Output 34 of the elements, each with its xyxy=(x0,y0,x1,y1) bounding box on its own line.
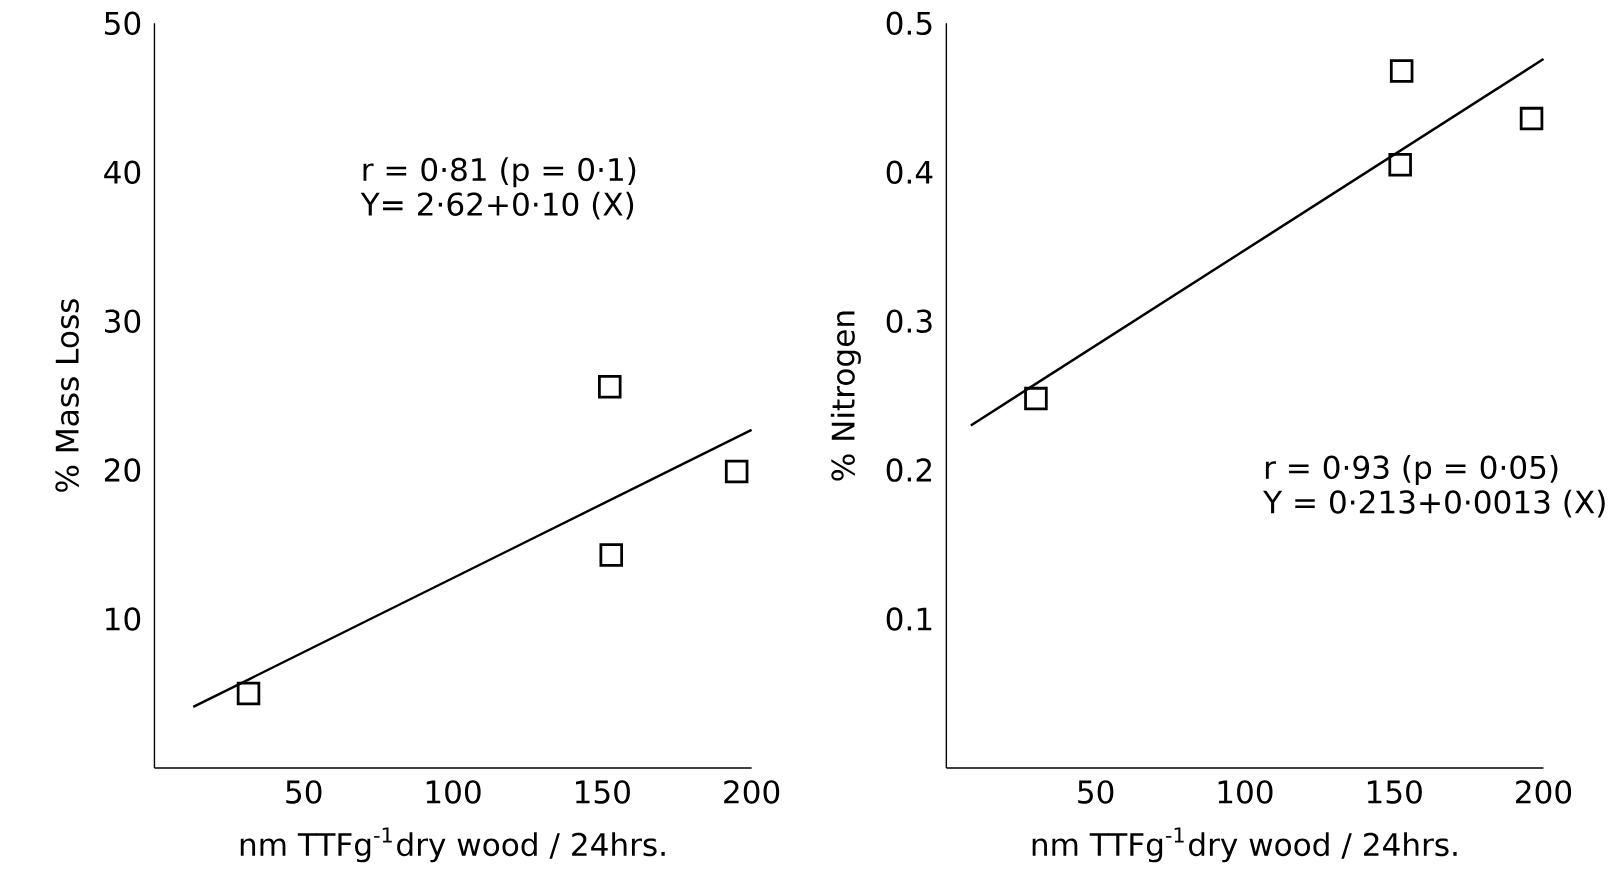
point xyxy=(724,459,749,484)
x-tick-label: 50 xyxy=(1078,780,1114,804)
x-tick-label: 150 xyxy=(1367,780,1422,804)
y-axis-title: % Nitrogen xyxy=(830,311,861,481)
x-axis-title: nm TTFg$^{-1}$dry wood / 24hrs. xyxy=(1032,827,1457,863)
x-tick-label: 100 xyxy=(426,780,481,804)
x-tick-label: 100 xyxy=(1218,780,1273,804)
y-tick-label: 10 xyxy=(106,607,141,631)
y-tick-label: 50 xyxy=(105,11,141,36)
point xyxy=(1024,386,1048,411)
x-tick-label: 150 xyxy=(576,780,630,804)
point xyxy=(599,543,624,567)
annotation: Y = 0·213+0·0013 (X) xyxy=(1263,489,1605,518)
x-tick-label: 50 xyxy=(286,780,322,804)
y-tick-label: 40 xyxy=(104,160,141,185)
point xyxy=(1388,153,1412,177)
y-tick-label: 0.1 xyxy=(886,607,932,631)
annotation: r = 0·81 (p = 0·1) xyxy=(363,157,636,188)
annotation: r = 0·93 (p = 0·05) xyxy=(1265,455,1558,486)
y-tick-label: 0.4 xyxy=(886,160,933,185)
annotation: Y= 2·62+0·10 (X) xyxy=(360,191,634,220)
x-axis-title: nm TTFg$^{-1}$dry wood / 24hrs. xyxy=(240,827,665,863)
y-tick-label: 0.5 xyxy=(886,11,932,36)
y-tick-label: 0.3 xyxy=(886,309,932,334)
point xyxy=(1519,106,1544,131)
y-tick-label: 30 xyxy=(105,309,141,334)
y-axis-title: % Mass Loss xyxy=(55,299,79,492)
x-tick-label: 200 xyxy=(1516,780,1572,804)
point xyxy=(236,681,261,706)
point xyxy=(1389,59,1414,83)
y-tick-label: 0.2 xyxy=(886,458,932,482)
point xyxy=(598,375,622,399)
x-tick-label: 200 xyxy=(724,780,780,804)
y-tick-label: 20 xyxy=(104,458,141,482)
